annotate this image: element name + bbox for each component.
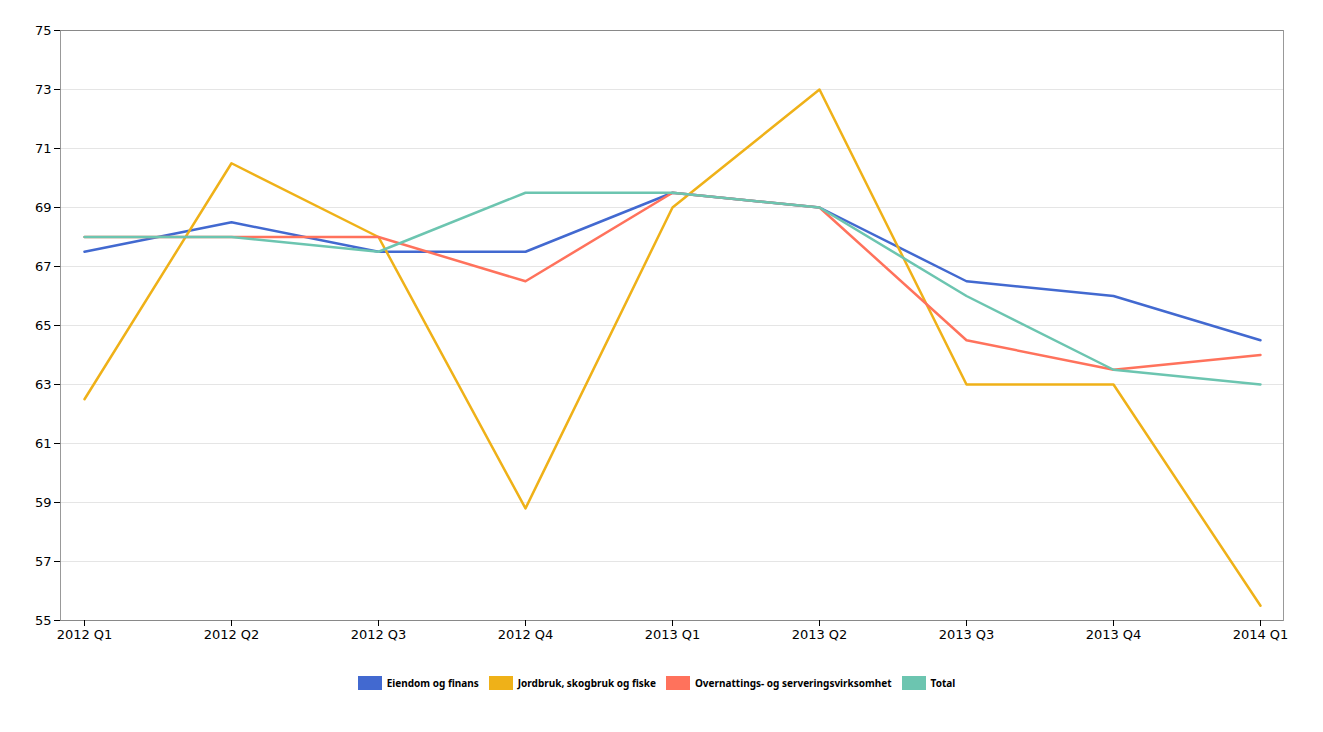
svg-text:69: 69 (35, 200, 52, 215)
html-text:Jordbruk, skogbruk og fiske: Jordbruk, skogbruk og fiske (517, 675, 656, 690)
svg-text:2012 Q4: 2012 Q4 (498, 627, 554, 642)
svg-text:2012 Q3: 2012 Q3 (351, 627, 407, 642)
svg-text:59: 59 (35, 495, 52, 510)
svg-text:2014 Q1: 2014 Q1 (1233, 627, 1289, 642)
svg-text:55: 55 (35, 613, 52, 628)
svg-text:2013 Q2: 2013 Q2 (792, 627, 848, 642)
html-text:Total: Total (930, 675, 956, 690)
html-text:Eiendom og finans: Eiendom og finans (386, 675, 479, 690)
svg-text:2012 Q2: 2012 Q2 (204, 627, 260, 642)
svg-text:2013 Q4: 2013 Q4 (1086, 627, 1142, 642)
svg-text:71: 71 (35, 141, 52, 156)
svg-text:65: 65 (35, 318, 52, 333)
svg-text:2012 Q1: 2012 Q1 (57, 627, 113, 642)
svg-text:2013 Q3: 2013 Q3 (939, 627, 995, 642)
svg-text:2013 Q1: 2013 Q1 (645, 627, 701, 642)
svg-text:63: 63 (35, 377, 52, 392)
svg-text:67: 67 (35, 259, 52, 274)
svg-text:61: 61 (35, 436, 52, 451)
svg-text:73: 73 (35, 82, 52, 97)
svg-text:75: 75 (35, 23, 52, 38)
html-text:Overnattings- og serveringsvir: Overnattings- og serveringsvirksomhet (694, 675, 892, 690)
svg-text:57: 57 (35, 554, 52, 569)
